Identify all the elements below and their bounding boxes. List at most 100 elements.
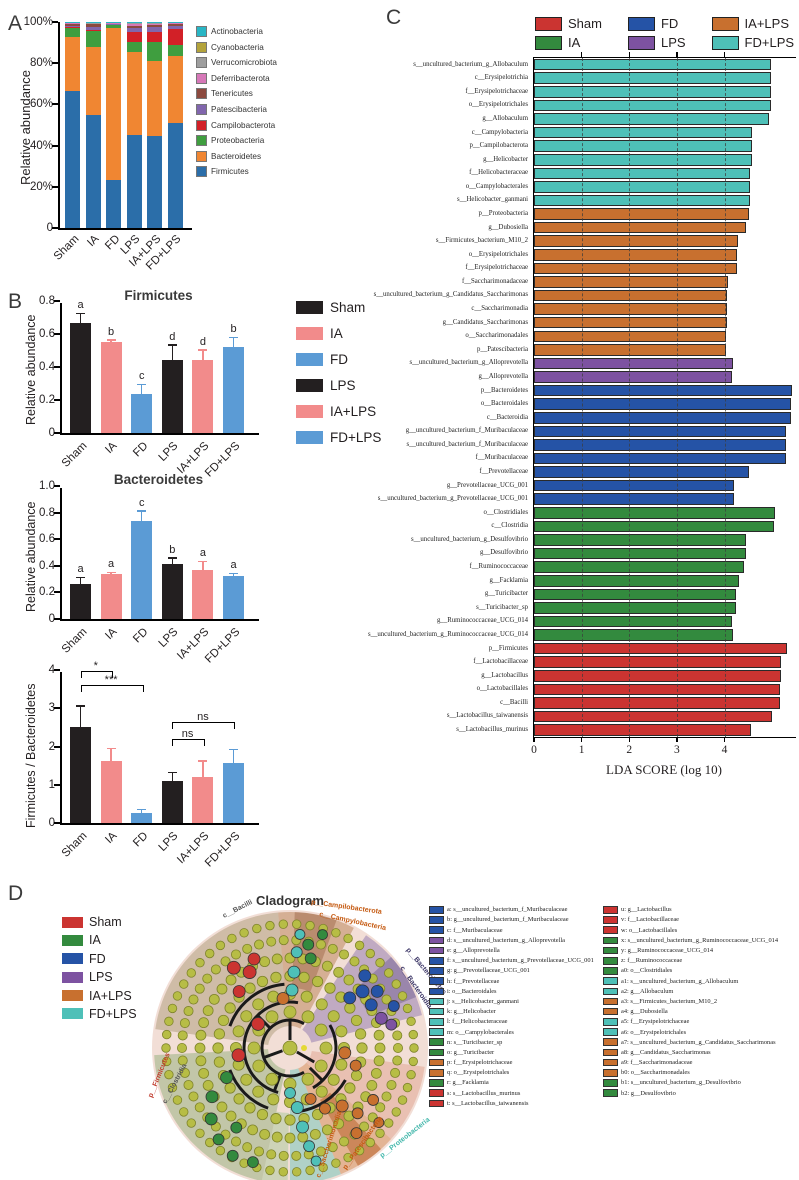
taxa-chip <box>603 1007 618 1016</box>
legend-label: LPS <box>660 35 686 50</box>
cladogram-dot <box>270 1113 282 1125</box>
cladogram-dot <box>167 1082 178 1093</box>
taxa-chip <box>603 946 618 955</box>
bar-segment-Patescibacteria <box>147 27 162 33</box>
cladogram-node <box>232 985 246 998</box>
cladogram-dot <box>343 974 355 986</box>
legend-item: FD+LPS <box>62 1007 137 1021</box>
taxa-label: i: o__Bacteroidales <box>447 987 497 995</box>
cladogram-dot <box>252 1059 266 1073</box>
lda-bar <box>534 86 772 98</box>
legend-item: Sham <box>296 300 381 315</box>
taxa-chip <box>429 1089 444 1097</box>
error-bar-cap <box>167 344 177 346</box>
lda-bar <box>534 167 751 180</box>
cladogram-dot <box>202 1079 214 1091</box>
y-tick-mark <box>52 21 58 23</box>
lda-row-label: s__uncultured_bacterium_g_Alloprevotella <box>409 359 528 367</box>
bar-segment-Deferribacterota <box>147 23 162 25</box>
taxa-label: a2: g__Allobaculum <box>621 987 674 995</box>
gridline <box>581 58 583 737</box>
y-tick-label: 80% <box>29 57 53 70</box>
cladogram-dot <box>216 1101 228 1113</box>
lda-bar <box>534 670 781 682</box>
significance-letter: d <box>199 335 206 348</box>
cladogram-branch-line <box>263 1049 283 1059</box>
taxa-legend-item: h: f__Prevotellaceae <box>429 977 594 985</box>
taxa-legend-item: l: f__Helicobacteraceae <box>429 1018 594 1026</box>
cladogram-dot <box>270 971 282 983</box>
bar-segment-Proteobacteria <box>65 27 80 38</box>
taxa-label: b2: g__Desulfovibrio <box>621 1089 676 1097</box>
legend-chip <box>62 1008 83 1020</box>
taxa-chip <box>429 906 444 914</box>
taxa-legend-item: b2: g__Desulfovibrio <box>603 1089 778 1097</box>
bar-segment-Campilobacterota <box>126 32 142 42</box>
lda-row-label: o__Campylobacterales <box>465 182 528 190</box>
taxa-chip <box>603 987 618 996</box>
taxa-legend-item: u: g__Lactobacillus <box>603 906 778 914</box>
cladogram-node <box>220 1071 233 1084</box>
cladogram-dot <box>224 1082 236 1094</box>
cladogram-node <box>247 1156 259 1169</box>
legend-chip <box>62 953 83 965</box>
cladogram-dot <box>319 1041 333 1055</box>
x-tick-label: 0 <box>531 744 537 756</box>
cladogram-dot <box>315 998 328 1011</box>
lda-row-label: f__Prevotellaceae <box>479 468 528 475</box>
cladogram-dot <box>183 1006 194 1017</box>
cladogram-node <box>276 992 290 1005</box>
cladogram-dot <box>167 1003 178 1014</box>
lda-row-label: s__uncultured_bacterium_g_Candidatus_Sac… <box>373 291 528 299</box>
error-bar-stem <box>79 314 82 324</box>
cladogram-dot <box>327 1010 340 1023</box>
bar-segment-Campilobacterota <box>65 26 80 28</box>
cladogram-dot <box>161 1043 171 1053</box>
legend-item: LPS <box>62 970 137 984</box>
cladogram-dot <box>231 1136 242 1147</box>
error-bar-stem <box>140 385 143 395</box>
panel-d-taxa-column-1: a: s__uncultured_bacterium_f_Muribaculac… <box>429 906 594 1108</box>
panel-d-taxa-column-2: u: g__Lactobacillus v: f__Lactobacillacea… <box>603 906 778 1097</box>
lda-row-label: c__Saccharimonadia <box>471 305 528 313</box>
y-tick-label: 40% <box>29 139 53 152</box>
y-tick-mark <box>52 103 58 106</box>
lda-row-label: g__Alloprevotella <box>478 372 528 380</box>
bar-segment-Firmicutes <box>147 136 162 228</box>
error-bar-stem <box>171 773 174 781</box>
lda-bar <box>534 574 740 587</box>
taxa-chip <box>429 1028 444 1036</box>
bar-IA <box>100 574 122 619</box>
y-tick-mark <box>54 618 60 620</box>
taxa-chip <box>603 936 618 945</box>
cladogram-dot <box>194 1102 205 1113</box>
gridline <box>724 58 726 737</box>
cladogram-dot <box>314 1023 328 1037</box>
bar-segment-Proteobacteria <box>106 25 121 29</box>
lda-row-label: g__Prevotellaceae_UCG_001 <box>446 481 528 489</box>
cladogram-dot <box>220 956 231 967</box>
error-bar-stem <box>232 750 235 763</box>
bar-segment-Verrucomicrobiota <box>147 22 162 24</box>
cladogram-dot <box>354 1145 365 1156</box>
legend-item: Deferribacterota <box>196 72 277 84</box>
taxa-chip <box>603 967 618 975</box>
significance-letter: a <box>230 559 237 572</box>
legend-chip <box>196 26 207 37</box>
legend-item: IA <box>296 326 381 341</box>
cladogram-dot <box>309 1128 321 1140</box>
taxa-chip <box>429 926 444 934</box>
bar-segment-Bacteroidetes <box>126 51 142 136</box>
cladogram-node <box>247 952 261 966</box>
x-tick-bottom <box>628 737 631 742</box>
taxa-label: m: o__Campylobacterales <box>447 1028 514 1036</box>
lda-row-label: o__Lactobacillales <box>476 685 528 693</box>
cladogram-dot <box>321 960 333 972</box>
cladogram-dot <box>300 990 313 1003</box>
error-bar-stem <box>79 578 82 584</box>
cladogram-node <box>364 998 378 1012</box>
taxa-label: a0: o__Clostridiales <box>621 967 673 975</box>
taxa-legend-item: a9: f__Saccharimonadaceae <box>603 1058 778 1067</box>
legend-chip <box>196 57 207 69</box>
